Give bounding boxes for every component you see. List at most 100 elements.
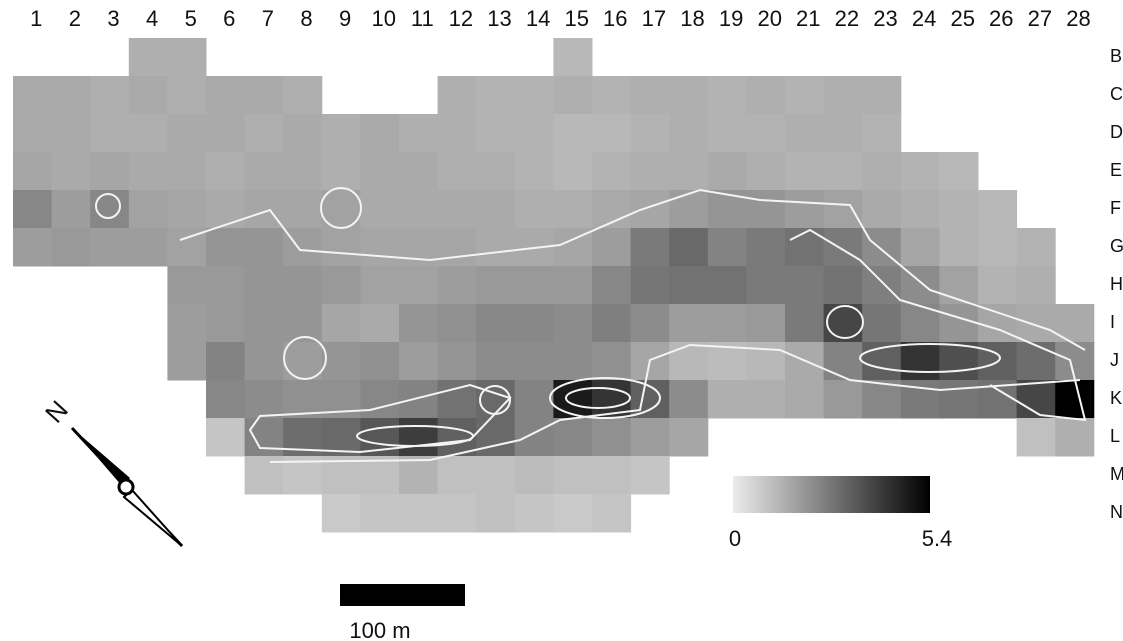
grid-cell (630, 228, 670, 267)
row-label: M (1110, 464, 1123, 484)
colorbar (733, 476, 930, 513)
grid-cell (939, 152, 979, 191)
grid-cell (51, 228, 91, 267)
grid-cell (939, 190, 979, 229)
column-labels: 1 2 3 4 5 6 7 8 9 10 11 12 13 14 15 16 17 18 19 20 21 22 23 24 2… (30, 6, 1091, 31)
grid-cell (514, 456, 554, 495)
grid-cell (167, 38, 207, 77)
column-label: 16 (603, 6, 627, 31)
grid-cell (360, 342, 400, 381)
column-label: 25 (950, 6, 974, 31)
grid-cell (283, 76, 323, 115)
grid-cell (167, 114, 207, 153)
contour (248, 383, 512, 454)
grid-cell (785, 380, 825, 419)
grid-cell (630, 418, 670, 457)
grid-cell (862, 266, 902, 305)
column-label: 2 (69, 6, 81, 31)
grid-cell (669, 304, 709, 343)
grid-cell (978, 228, 1018, 267)
grid-cell (630, 190, 670, 229)
grid-cell (13, 76, 53, 115)
grid-cell (360, 190, 400, 229)
grid-cell (244, 76, 284, 115)
north-arrow-center (117, 478, 135, 496)
grid-cell (13, 228, 53, 267)
grid-cell (321, 114, 361, 153)
grid-cell (244, 304, 284, 343)
grid-cell (399, 304, 439, 343)
grid-cell (553, 418, 593, 457)
grid-cell (553, 456, 593, 495)
grid-cell (167, 152, 207, 191)
grid-cell (823, 114, 863, 153)
grid-cell (321, 152, 361, 191)
contour (320, 187, 362, 229)
colorbar-max-label: 5.4 (922, 526, 953, 551)
grid-cell (669, 266, 709, 305)
north-arrow-head (72, 428, 130, 486)
grid-cell (785, 304, 825, 343)
grid-cell (206, 228, 246, 267)
grid-cell (669, 76, 709, 115)
row-label: B (1110, 46, 1122, 66)
grid-cell (90, 228, 130, 267)
grid-cell (746, 380, 786, 419)
column-label: 19 (719, 6, 743, 31)
contour (283, 336, 327, 380)
grid-cell (746, 228, 786, 267)
grid-cell (13, 114, 53, 153)
grid-cell (244, 266, 284, 305)
grid-cell (437, 304, 477, 343)
column-label: 12 (449, 6, 473, 31)
grid-cell (283, 152, 323, 191)
grid-cell (283, 190, 323, 229)
grid-cell (283, 304, 323, 343)
contour (789, 228, 1087, 422)
grid-cell (514, 380, 554, 419)
grid-cell (206, 114, 246, 153)
grid-cell (244, 190, 284, 229)
column-label: 4 (146, 6, 158, 31)
grid-cell (823, 266, 863, 305)
row-label: F (1110, 198, 1121, 218)
grid-cell (900, 266, 940, 305)
column-label: 28 (1066, 6, 1090, 31)
grid-cell (360, 266, 400, 305)
grid-cell (707, 304, 747, 343)
colorbar-min-label: 0 (729, 526, 741, 551)
contour (565, 387, 631, 409)
grid-cell (13, 152, 53, 191)
grid-cell (939, 228, 979, 267)
row-label: H (1110, 274, 1123, 294)
grid-cell (437, 342, 477, 381)
grid-cell (399, 114, 439, 153)
column-label: 23 (873, 6, 897, 31)
row-label: I (1110, 312, 1115, 332)
grid-cell (939, 266, 979, 305)
grid-cell (399, 418, 439, 457)
grid-cell (321, 494, 361, 533)
grid-cell (823, 190, 863, 229)
grid-cell (1016, 266, 1056, 305)
grid-cell (669, 190, 709, 229)
grid-cell (476, 152, 516, 191)
row-label: G (1110, 236, 1123, 256)
grid-cell (669, 114, 709, 153)
grid-cell (862, 304, 902, 343)
grid-cell (630, 456, 670, 495)
grid-cell (399, 494, 439, 533)
grid-cell (360, 304, 400, 343)
contour (95, 193, 121, 219)
grid-cell (862, 190, 902, 229)
grid-cell (592, 456, 632, 495)
grid-cell (900, 190, 940, 229)
grid-cell (399, 266, 439, 305)
grid-cell (476, 304, 516, 343)
scale-bar (340, 584, 465, 606)
grid-cell (553, 190, 593, 229)
grid-cell (1055, 418, 1095, 457)
grid-cell (746, 190, 786, 229)
scale-bar-label: 100 m (349, 618, 410, 641)
